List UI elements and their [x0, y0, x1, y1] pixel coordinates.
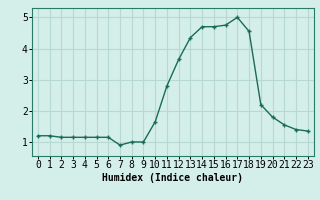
X-axis label: Humidex (Indice chaleur): Humidex (Indice chaleur)	[102, 173, 243, 183]
